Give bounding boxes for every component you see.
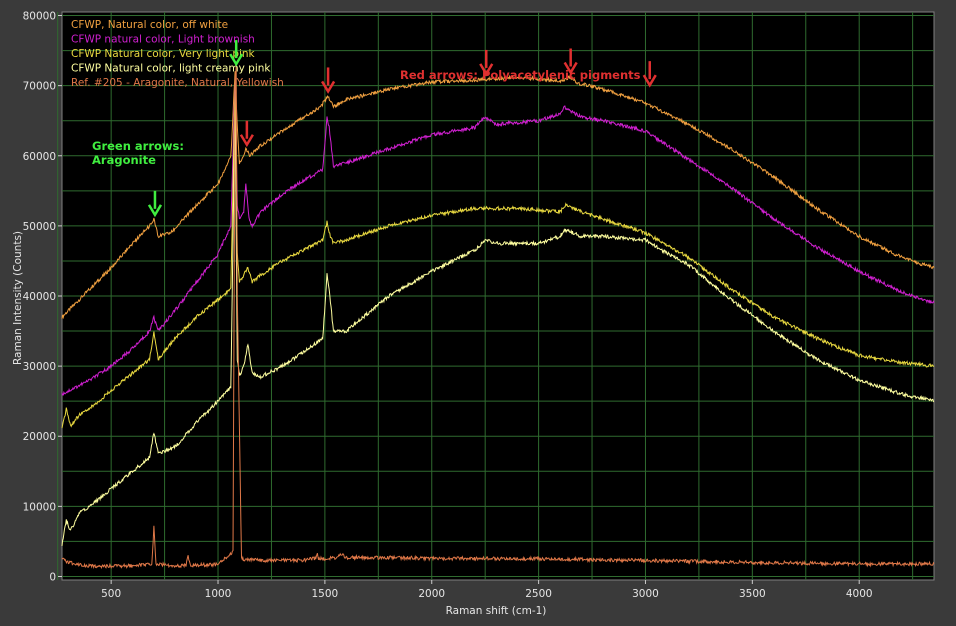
series-line bbox=[61, 71, 935, 320]
x-tick-label: 3000 bbox=[632, 588, 659, 600]
x-tick-label: 1000 bbox=[205, 588, 232, 600]
series-line bbox=[61, 78, 935, 396]
y-axis-ticks: 0 10000 20000 30000 40000 50000 60000 70000 8000… bbox=[23, 11, 62, 583]
y-tick-label: 20000 bbox=[23, 431, 56, 443]
red-arrow-head bbox=[479, 63, 494, 77]
y-tick-label: 70000 bbox=[23, 81, 56, 93]
annotation-green-text: Aragonite bbox=[92, 153, 156, 167]
red-arrow-head bbox=[321, 80, 336, 94]
green-arrow-head bbox=[147, 204, 163, 218]
y-tick-label: 10000 bbox=[23, 501, 56, 513]
y-tick-label: 80000 bbox=[23, 11, 56, 23]
legend-entry: CFWP natural color, Light brownish bbox=[71, 34, 255, 46]
x-tick-label: 3500 bbox=[739, 588, 766, 600]
x-tick-label: 500 bbox=[101, 588, 121, 600]
red-arrow-head bbox=[563, 61, 578, 75]
series-line bbox=[61, 91, 935, 547]
grid-lines bbox=[57, 12, 934, 580]
x-axis-ticks: 500 1000 1500 2000 2500 3000 3500 4000 bbox=[101, 580, 873, 600]
red-arrow-head bbox=[239, 134, 254, 148]
red-arrow-head bbox=[642, 74, 657, 88]
legend: CFWP, Natural color, off white CFWP natur… bbox=[71, 19, 284, 89]
y-tick-label: 60000 bbox=[23, 151, 56, 163]
annotation-red-text: Red arrows: Polyacetylenic pigments bbox=[400, 68, 641, 82]
legend-entry: CFWP Natural color, Very light pink bbox=[71, 48, 256, 60]
arrows bbox=[147, 40, 657, 218]
x-tick-label: 2500 bbox=[525, 588, 552, 600]
green-arrow-head bbox=[229, 53, 244, 67]
y-tick-label: 50000 bbox=[23, 221, 56, 233]
annotation-green-text: Green arrows: bbox=[92, 139, 184, 153]
series-line bbox=[61, 66, 935, 570]
x-axis-title: Raman shift (cm-1) bbox=[446, 605, 547, 617]
legend-entry: CFWP Natural color, light creamy pink bbox=[71, 63, 271, 75]
annotations: Green arrows:Aragonite Red arrows: Polyac… bbox=[92, 68, 641, 167]
y-tick-label: 40000 bbox=[23, 291, 56, 303]
legend-entry: Ref. #205 - Aragonite, Natural, Yellowis… bbox=[71, 77, 284, 89]
series-line bbox=[61, 79, 935, 429]
x-tick-label: 4000 bbox=[846, 588, 873, 600]
legend-entry: CFWP, Natural color, off white bbox=[71, 19, 228, 31]
x-tick-label: 1500 bbox=[312, 588, 339, 600]
y-tick-label: 0 bbox=[49, 571, 56, 583]
y-axis-title: Raman Intensity (Counts) bbox=[12, 231, 24, 365]
series-layer bbox=[61, 66, 935, 570]
x-tick-label: 2000 bbox=[418, 588, 445, 600]
y-tick-label: 30000 bbox=[23, 361, 56, 373]
